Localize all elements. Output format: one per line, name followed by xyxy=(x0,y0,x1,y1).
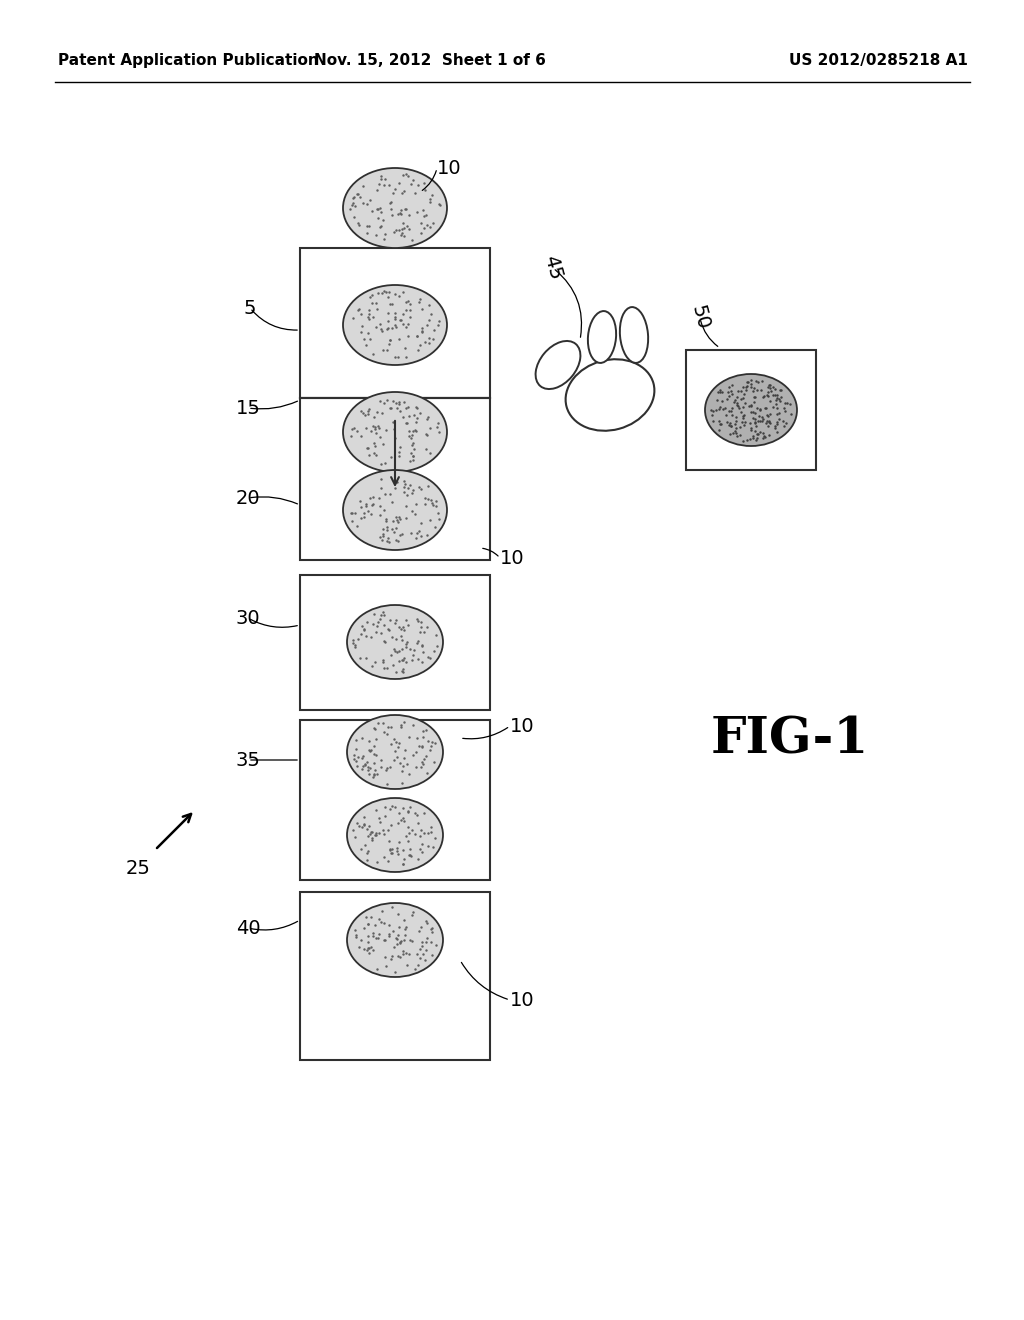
Text: 10: 10 xyxy=(437,158,462,177)
Text: 40: 40 xyxy=(236,919,260,937)
Bar xyxy=(300,892,490,1060)
Text: FIG-1: FIG-1 xyxy=(711,715,869,764)
Ellipse shape xyxy=(565,359,654,430)
Bar xyxy=(300,248,490,399)
Text: 25: 25 xyxy=(126,858,151,878)
Bar xyxy=(300,719,490,880)
Text: US 2012/0285218 A1: US 2012/0285218 A1 xyxy=(790,53,968,69)
Ellipse shape xyxy=(536,341,581,389)
Ellipse shape xyxy=(588,312,616,363)
Text: 45: 45 xyxy=(541,253,565,282)
Ellipse shape xyxy=(705,374,797,446)
Text: Nov. 15, 2012  Sheet 1 of 6: Nov. 15, 2012 Sheet 1 of 6 xyxy=(314,53,546,69)
Text: 5: 5 xyxy=(244,298,256,318)
Text: 50: 50 xyxy=(688,304,713,333)
Ellipse shape xyxy=(347,903,443,977)
Ellipse shape xyxy=(347,799,443,873)
Bar xyxy=(686,350,816,470)
Text: 10: 10 xyxy=(510,990,535,1010)
Ellipse shape xyxy=(347,715,443,789)
Text: 30: 30 xyxy=(236,609,260,627)
Ellipse shape xyxy=(620,308,648,363)
Text: 20: 20 xyxy=(236,488,260,507)
Ellipse shape xyxy=(343,392,447,473)
Bar xyxy=(300,399,490,560)
Text: Patent Application Publication: Patent Application Publication xyxy=(58,53,318,69)
Text: 10: 10 xyxy=(510,717,535,735)
Ellipse shape xyxy=(343,470,447,550)
Text: 10: 10 xyxy=(500,549,524,568)
Ellipse shape xyxy=(347,605,443,678)
Text: 35: 35 xyxy=(236,751,260,770)
Ellipse shape xyxy=(343,168,447,248)
Text: 15: 15 xyxy=(236,399,260,417)
Bar xyxy=(300,576,490,710)
Ellipse shape xyxy=(343,285,447,366)
